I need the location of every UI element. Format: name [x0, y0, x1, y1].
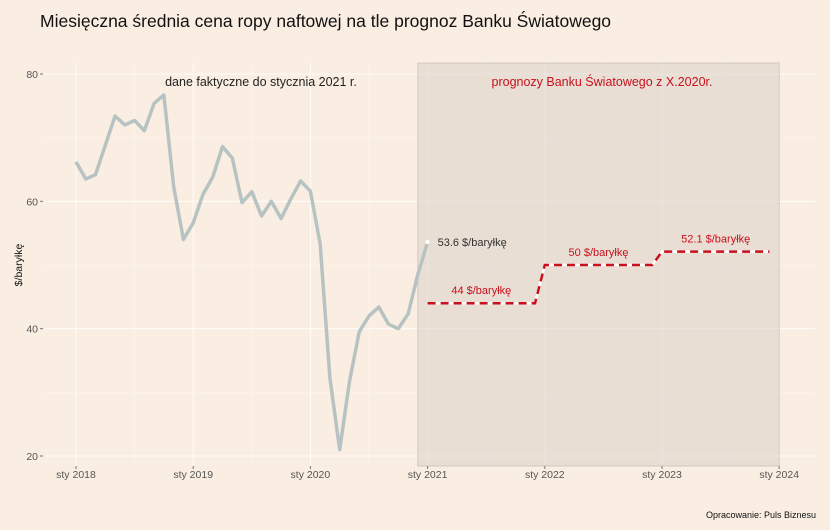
x-tick-label: sty 2020	[291, 469, 331, 481]
x-tick-label: sty 2024	[759, 469, 799, 481]
forecast-label: 50 $/baryłkę	[569, 247, 629, 259]
forecast-label: 52.1 $/baryłkę	[681, 234, 750, 246]
x-tick-label: sty 2023	[642, 469, 682, 481]
x-tick-label: sty 2021	[408, 469, 448, 481]
forecast-line	[427, 250, 770, 305]
y-tick-label: 20	[26, 451, 38, 463]
y-tick-label: 40	[26, 324, 38, 336]
chart-title: Miesięczna średnia cena ropy naftowej na…	[40, 11, 612, 31]
y-tick-label: 60	[26, 196, 38, 208]
actual-price-line	[74, 93, 430, 452]
caption: Opracowanie: Puls Biznesu	[705, 510, 816, 520]
y-axis-label: $/baryłkę	[13, 244, 25, 287]
forecast-note: prognozy Banku Światowego z X.2020r.	[492, 74, 713, 89]
forecast-label: 44 $/baryłkę	[451, 285, 511, 297]
last-value-label: 53.6 $/baryłkę	[438, 237, 507, 249]
x-tick-label: sty 2019	[173, 469, 213, 481]
last-value-point	[425, 239, 430, 245]
x-tick-label: sty 2022	[525, 469, 565, 481]
x-tick-label: sty 2018	[56, 469, 96, 481]
actual-note: dane faktyczne do stycznia 2021 r.	[165, 75, 357, 89]
y-tick-label: 80	[26, 69, 38, 81]
